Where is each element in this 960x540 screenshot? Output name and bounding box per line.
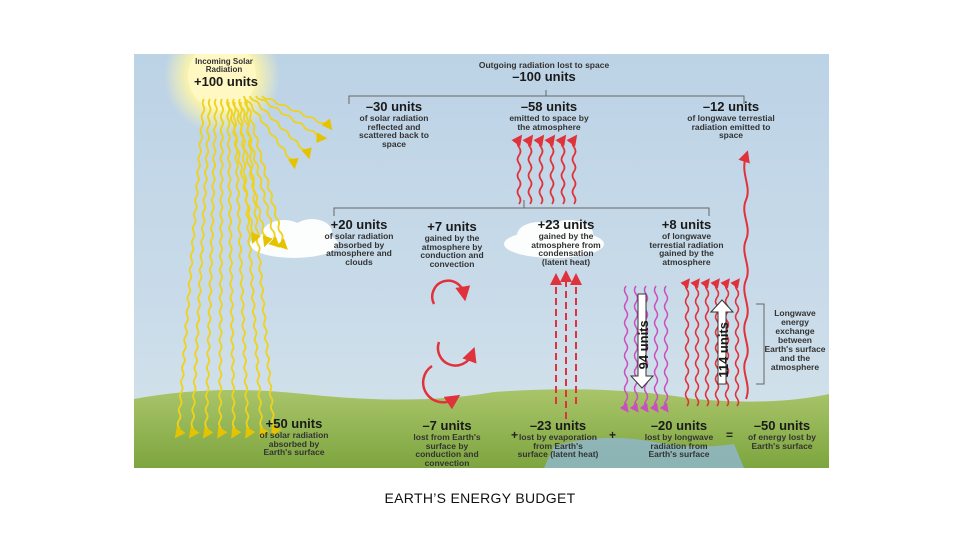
solar-ray-reflected xyxy=(243,95,299,170)
convection-arrows xyxy=(421,279,477,410)
reflected-desc: of solar radiation reflected and scatter… xyxy=(359,112,429,150)
latent-heat-arrows xyxy=(550,270,582,419)
solar-ray xyxy=(202,98,218,439)
solar-rays xyxy=(174,95,333,439)
absorbed-atmosphere-value: +20 units xyxy=(330,217,388,232)
reflected-loss: –30 units of solar radiation reflected a… xyxy=(349,100,439,149)
condensation-gain: +23 units gained by the atmosphere from … xyxy=(526,218,606,267)
upward-longwave-arrow xyxy=(730,278,740,407)
surface-total-value: –50 units xyxy=(753,418,811,433)
upward-longwave-arrow xyxy=(700,278,710,407)
longwave-surface-desc: lost by longwave radiation from Earth's … xyxy=(644,431,714,460)
solar-ray-reflected xyxy=(249,95,312,160)
up-exchange-label: 114 units xyxy=(716,322,732,378)
conduction-desc: gained by the atmosphere by conduction a… xyxy=(420,232,484,270)
evaporation-loss: –23 units lost by evaporation from Earth… xyxy=(517,419,599,459)
emission-arrow xyxy=(522,134,534,205)
exchange-bracket xyxy=(756,303,765,385)
evaporation-value: –23 units xyxy=(529,418,587,433)
water xyxy=(544,437,744,468)
longwave-space-value: –12 units xyxy=(702,99,760,114)
emission-arrow xyxy=(533,134,545,205)
surface-total-desc: of energy lost by Earth's surface xyxy=(747,431,816,451)
conduction-gain: +7 units gained by the atmosphere by con… xyxy=(416,220,488,269)
longwave-to-space-arrow xyxy=(738,150,750,400)
longwave-exchange-label: Longwave energy exchange between Earth's… xyxy=(764,308,826,372)
cloud-center xyxy=(504,220,604,258)
diagram-artwork xyxy=(134,54,829,468)
atmosphere-emission-arrows xyxy=(511,134,578,205)
solar-ray-cloud xyxy=(245,101,288,250)
surface-absorbed-value: +50 units xyxy=(265,416,323,431)
solar-ray-cloud xyxy=(227,101,262,245)
absorbed-atmosphere-gain: +20 units of solar radiation absorbed by… xyxy=(324,218,394,267)
atmosphere-bracket xyxy=(333,200,710,216)
upward-longwave-arrow xyxy=(690,278,700,407)
upward-longwave-arrow xyxy=(710,278,720,407)
figure-caption: EARTH’S ENERGY BUDGET xyxy=(384,490,576,506)
outgoing-value: –100 units xyxy=(512,68,576,84)
atmosphere-emission-value: –58 units xyxy=(520,99,578,114)
emission-arrow xyxy=(566,134,578,205)
upward-longwave-arrow xyxy=(680,278,690,407)
surface-total-loss: –50 units of energy lost by Earth's surf… xyxy=(746,419,818,450)
conduction-value: +7 units xyxy=(427,219,477,234)
plus-sign-left: + xyxy=(511,428,519,442)
down-exchange-label: 94 units xyxy=(636,320,652,370)
longwave-exchange-desc: Longwave energy exchange between Earth's… xyxy=(764,308,826,372)
solar-ray-cloud xyxy=(239,101,280,248)
up-exchange-arrow xyxy=(709,299,735,385)
outgoing-bracket xyxy=(348,90,745,104)
reflected-value: –30 units xyxy=(365,99,423,114)
downward-longwave-arrow xyxy=(659,285,669,413)
solar-ray xyxy=(226,98,242,439)
longwave-space-desc: of longwave terrestial radiation emitted… xyxy=(687,112,775,141)
incoming-title: Incoming Solar Radiation xyxy=(195,57,253,75)
longwave-space-loss: –12 units of longwave terrestial radiati… xyxy=(686,100,776,140)
absorbed-atmosphere-desc: of solar radiation absorbed by atmospher… xyxy=(324,230,394,268)
down-exchange-label-wrap: 94 units xyxy=(629,304,659,384)
condensation-desc: gained by the atmosphere from condensati… xyxy=(531,230,601,268)
longwave-surface-loss: –20 units lost by longwave radiation fro… xyxy=(639,419,719,459)
emission-arrow xyxy=(544,134,556,205)
plus-sign-right: + xyxy=(609,428,617,442)
atmosphere-emission-loss: –58 units emitted to space by the atmosp… xyxy=(504,100,594,131)
equals-sign: = xyxy=(726,428,734,442)
outgoing-title: Outgoing radiation lost to space xyxy=(478,60,610,70)
incoming-value: +100 units xyxy=(194,73,258,89)
solar-ray xyxy=(188,98,212,439)
surface-conduction-desc: lost from Earth's surface by conduction … xyxy=(413,431,481,468)
surface-absorbed-desc: of solar radiation absorbed by Earth's s… xyxy=(259,429,329,458)
down-exchange-arrow xyxy=(629,293,655,389)
incoming-radiation-label: Incoming Solar Radiation +100 units xyxy=(194,57,258,89)
terrestrial-desc: of longwave terrestial radiation gained … xyxy=(649,230,724,268)
longwave-surface-value: –20 units xyxy=(650,418,708,433)
terrestrial-value: +8 units xyxy=(661,217,712,232)
solar-ray-cloud xyxy=(233,101,273,248)
terrestrial-gain: +8 units of longwave terrestial radiatio… xyxy=(649,218,724,267)
upward-longwave-arrow xyxy=(720,278,730,407)
solar-ray xyxy=(232,98,256,439)
solar-ray xyxy=(244,98,282,437)
evaporation-desc: lost by evaporation from Earth's surface… xyxy=(517,431,599,460)
condensation-value: +23 units xyxy=(537,217,595,232)
downward-longwave-arrow xyxy=(619,285,629,413)
emission-arrow xyxy=(555,134,567,205)
surface-absorbed: +50 units of solar radiation absorbed by… xyxy=(254,417,334,457)
atmosphere-emission-desc: emitted to space by the atmosphere xyxy=(509,112,589,132)
surface-conduction-value: –7 units xyxy=(422,418,472,433)
emission-arrow xyxy=(511,134,523,205)
solar-ray xyxy=(238,98,270,439)
solar-ray-reflected xyxy=(255,95,328,144)
sun xyxy=(188,54,256,110)
solar-ray xyxy=(174,98,206,439)
surface-conduction-loss: –7 units lost from Earth's surface by co… xyxy=(406,419,488,468)
up-exchange-label-wrap: 114 units xyxy=(709,309,739,389)
downward-longwave-arrow xyxy=(649,285,659,413)
outgoing-radiation-label: Outgoing radiation lost to space –100 un… xyxy=(454,61,634,84)
solar-ray xyxy=(217,98,228,439)
energy-budget-diagram: Incoming Solar Radiation +100 units Outg… xyxy=(134,54,829,468)
solar-ray-reflected xyxy=(261,95,333,131)
